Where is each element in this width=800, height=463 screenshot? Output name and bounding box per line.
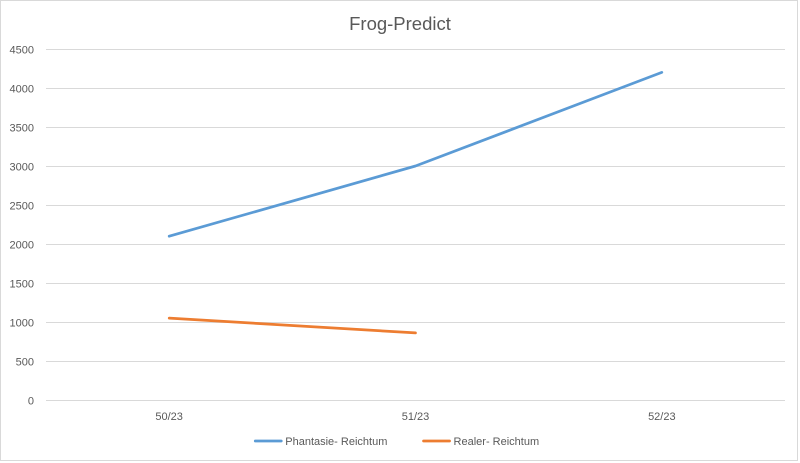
legend: Phantasie- Reichtum Realer- Reichtum — [253, 436, 540, 448]
legend-label: Realer- Reichtum — [454, 436, 540, 448]
y-tick-label: 1000 — [10, 318, 34, 330]
y-tick-label: 500 — [16, 357, 34, 369]
y-tick-label: 3500 — [10, 123, 34, 135]
y-tick-label: 0 — [28, 396, 34, 408]
gridlines — [46, 49, 785, 401]
y-tick-label: 2000 — [10, 240, 34, 252]
y-tick-label: 4500 — [10, 45, 34, 57]
x-axis: 50/23 51/23 52/23 — [155, 411, 675, 423]
legend-item-2: Realer- Reichtum — [422, 436, 540, 448]
y-tick-label: 3000 — [10, 162, 34, 174]
legend-label: Phantasie- Reichtum — [285, 436, 387, 448]
legend-item-1: Phantasie- Reichtum — [253, 436, 387, 448]
series-line-1 — [167, 71, 664, 238]
y-axis: 0 500 1000 1500 2000 2500 3000 3500 4000 4500 — [10, 45, 34, 408]
chart-title: Frog-Predict — [349, 13, 451, 34]
y-tick-label: 1500 — [10, 279, 34, 291]
x-tick-label: 51/23 — [402, 411, 430, 423]
x-tick-label: 52/23 — [648, 411, 676, 423]
series-lines — [167, 71, 664, 335]
y-tick-label: 2500 — [10, 201, 34, 213]
series-line-2 — [167, 316, 417, 335]
y-tick-label: 4000 — [10, 84, 34, 96]
x-tick-label: 50/23 — [155, 411, 183, 423]
